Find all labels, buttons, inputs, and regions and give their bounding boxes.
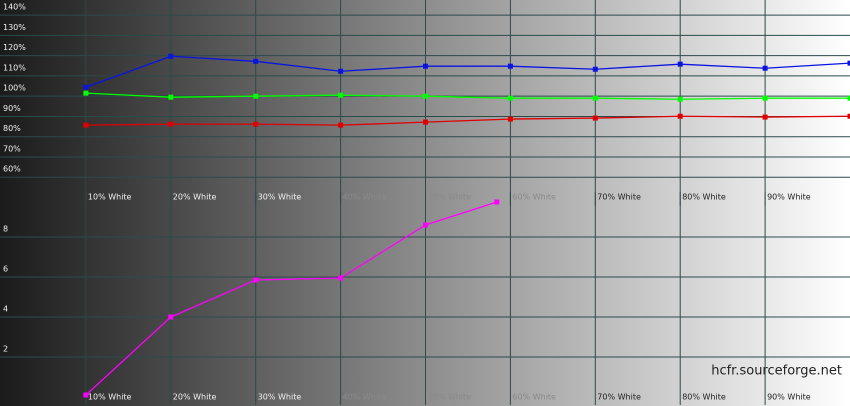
point-marker [338,68,344,74]
point-marker [592,115,598,121]
y-tick-label: 80% [3,124,21,133]
x-tick-label: 70% White [597,193,641,202]
point-marker [592,95,598,101]
x-tick-label: 50% White [428,193,472,202]
point-marker [762,114,768,120]
y-tick-label: 8 [3,225,8,234]
series-line [85,201,498,396]
point-marker [168,94,174,100]
point-marker [423,93,428,99]
point-marker [83,84,89,90]
y-tick-label: 110% [3,63,26,72]
point-marker [338,275,344,281]
y-tick-label: 90% [3,104,21,113]
point-marker [83,122,89,128]
point-marker [253,93,259,99]
x-tick-label: 60% White [512,193,556,202]
point-marker [507,116,513,122]
point-marker [847,95,850,101]
point-marker [677,61,683,67]
x-tick-label: 30% White [258,393,302,402]
point-marker [423,222,428,228]
watermark: hcfr.sourceforge.net [711,364,842,379]
x-tick-label: 80% White [682,193,726,202]
y-tick-label: 6 [3,265,8,274]
y-tick-label: 70% [3,144,21,153]
y-tick-label: 120% [3,43,26,52]
point-marker [253,58,259,64]
x-tick-label: 30% White [258,193,302,202]
y-tick-label: 4 [3,305,8,314]
series-line [85,92,850,100]
point-marker [507,95,513,101]
point-marker [253,277,259,283]
series-line [85,115,850,126]
point-marker [423,63,428,69]
point-marker [762,65,768,71]
x-tick-label: 90% White [767,193,811,202]
x-tick-label: 10% White [88,193,132,202]
x-tick-label: 40% White [343,393,387,402]
point-marker [168,53,174,59]
point-marker [338,122,344,128]
point-marker [253,121,259,127]
point-marker [494,199,500,205]
x-tick-label: 90% White [767,393,811,402]
point-marker [168,121,174,127]
point-marker [168,314,174,320]
y-tick-label: 130% [3,23,26,32]
series-line [85,55,850,88]
point-marker [423,119,428,125]
point-marker [592,66,598,72]
point-marker [677,96,683,102]
point-marker [847,113,850,119]
y-tick-label: 2 [3,345,8,354]
point-marker [507,63,513,69]
x-tick-label: 10% White [88,393,132,402]
point-marker [677,113,683,119]
point-marker [762,95,768,101]
y-tick-label: 140% [3,3,26,12]
x-tick-label: 20% White [173,193,217,202]
x-tick-label: 80% White [682,393,726,402]
point-marker [847,60,850,66]
point-marker [83,90,89,96]
x-tick-label: 40% White [343,193,387,202]
x-tick-label: 70% White [597,393,641,402]
x-tick-label: 20% White [173,393,217,402]
y-tick-label: 100% [3,84,26,93]
x-tick-label: 60% White [512,393,556,402]
y-tick-label: 60% [3,165,21,174]
point-marker [83,392,89,398]
point-marker [338,92,344,98]
x-tick-label: 50% White [428,393,472,402]
